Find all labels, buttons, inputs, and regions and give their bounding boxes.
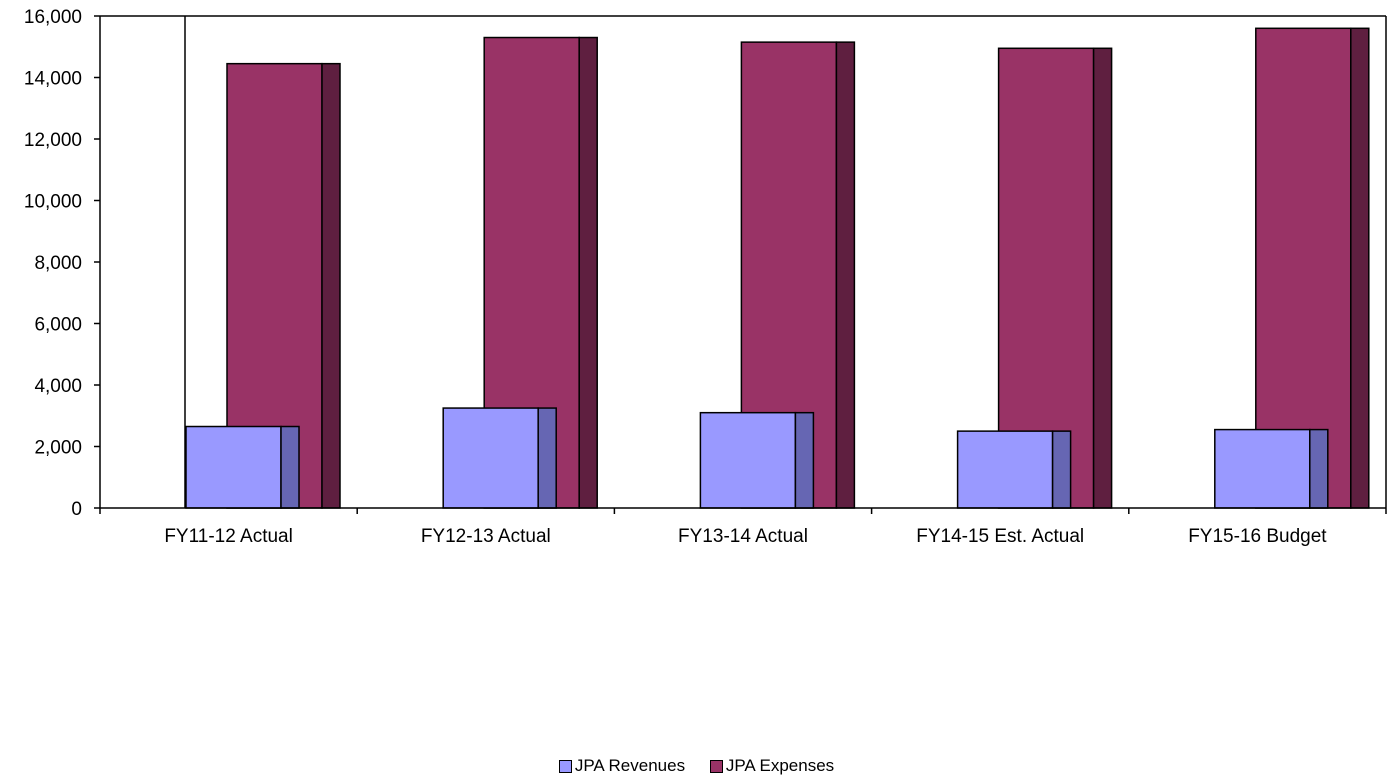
y-tick-label-6: 12,000 [24,130,82,151]
bar-side-expenses-0 [321,62,341,509]
bar-side-expenses-4 [1350,27,1370,509]
legend-swatch-revenues [558,759,572,773]
x-tick-label-2: FY13-14 Actual [678,526,808,547]
legend-item-revenues: JPA Revenues [558,756,686,776]
legend-label-revenues: JPA Revenues [574,756,686,775]
bar-revenues-1 [442,407,539,509]
legend: JPA Revenues JPA Expenses [0,756,1393,778]
bar-revenues-4 [1214,428,1311,509]
x-tick-label-3: FY14-15 Est. Actual [916,526,1084,547]
bar-side-expenses-2 [835,41,856,509]
y-tick-label-2: 4,000 [34,376,82,397]
bar-revenues-2 [699,411,797,509]
bar-side-expenses-3 [1092,47,1113,509]
axes-layer: 0 2,000 4,000 6,000 8,000 10,000 12,000 14,000 1… [24,7,1387,547]
y-tick-label-1: 2,000 [34,438,82,459]
bar-side-revenues-2 [794,411,815,509]
x-tick-label-0: FY11-12 Actual [164,526,293,547]
bar-side-revenues-1 [537,407,557,509]
y-tick-label-8: 16,000 [24,7,82,28]
legend-label-expenses: JPA Expenses [725,756,835,775]
y-tick-label-3: 6,000 [34,315,82,336]
y-tick-label-5: 10,000 [24,192,82,213]
legend-swatch-expenses [709,759,723,773]
y-tick-label-4: 8,000 [34,253,82,274]
y-tick-label-0: 0 [71,499,82,520]
bar-side-expenses-1 [578,36,598,509]
x-tick-label-4: FY15-16 Budget [1188,526,1327,547]
bar-revenues-0 [185,425,282,509]
bar-side-revenues-4 [1309,428,1329,509]
x-tick-label-1: FY12-13 Actual [421,526,551,547]
legend-item-expenses: JPA Expenses [709,756,835,776]
bars-layer [100,15,1387,509]
bar-side-revenues-0 [280,425,300,509]
bar-side-revenues-3 [1051,430,1072,509]
y-tick-label-7: 14,000 [24,69,82,90]
bar-revenues-3 [956,430,1054,509]
